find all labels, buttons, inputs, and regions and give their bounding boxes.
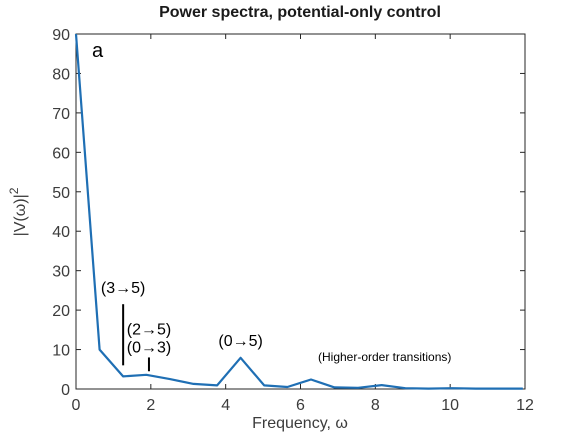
y-tick-label: 50: [52, 185, 70, 202]
x-tick-label: 12: [516, 397, 534, 414]
x-axis-title: Frequency, ω: [252, 415, 348, 432]
y-tick-label: 0: [61, 382, 70, 399]
annotation-label: (3→5): [101, 280, 145, 297]
y-tick-label: 10: [52, 343, 70, 360]
y-tick-label: 80: [52, 66, 70, 83]
panel-label: a: [92, 40, 104, 62]
x-tick-label: 0: [72, 397, 81, 414]
y-tick-label: 70: [52, 106, 70, 123]
annotation-label: (0→3): [127, 339, 171, 356]
x-tick-label: 8: [371, 397, 380, 414]
y-tick-label: 90: [52, 27, 70, 44]
y-tick-label: 30: [52, 264, 70, 281]
svg-text:|V(ω)|2: |V(ω)|2: [7, 187, 29, 236]
x-tick-label: 4: [221, 397, 230, 414]
annotation-label: (Higher-order transitions): [318, 350, 451, 364]
chart-title: Power spectra, potential-only control: [159, 4, 441, 21]
x-tick-label: 10: [441, 397, 459, 414]
spectrum-line: [74, 33, 523, 390]
y-tick-label: 60: [52, 145, 70, 162]
x-tick-label: 6: [296, 397, 305, 414]
annotation-label: (0→5): [218, 333, 262, 350]
x-tick-label: 2: [146, 397, 155, 414]
y-axis-title: |V(ω)|2: [7, 187, 29, 236]
series-layer: [74, 33, 523, 390]
y-tick-label: 40: [52, 224, 70, 241]
y-axis-title-base: |V(ω)|: [12, 194, 29, 236]
annotation-label: (2→5): [127, 322, 171, 339]
y-axis-title-superscript: 2: [7, 187, 21, 194]
annotations-layer: (3→5) (2→5)(0→3) (0→5) (Higher-order transi…: [101, 280, 451, 372]
y-tick-label: 20: [52, 303, 70, 320]
axis-ticks: 0 2 4 6 8 10 12 0 10 20 30 40 50 60 70 80 90: [52, 27, 534, 414]
